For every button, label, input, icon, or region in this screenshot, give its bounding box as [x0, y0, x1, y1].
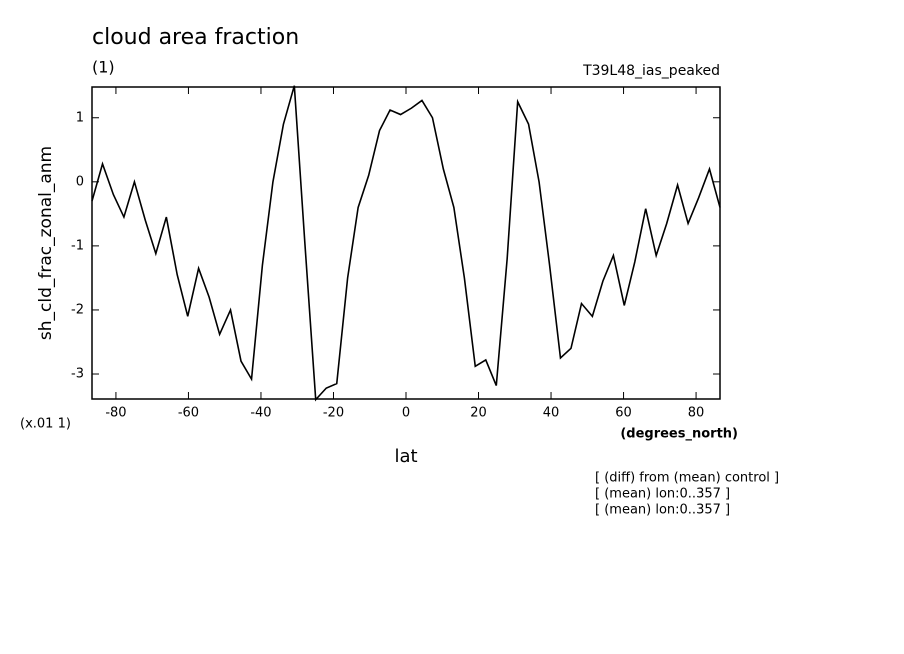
- note: [ (mean) lon:0..357 ]: [595, 503, 730, 518]
- x-tick-label: -20: [323, 406, 344, 421]
- experiment-label: T39L48_ias_peaked: [582, 63, 720, 79]
- data-line: [91, 85, 721, 402]
- x-tick-label: 40: [543, 406, 560, 421]
- x-tick-label: 0: [402, 406, 410, 421]
- x-axis-label: lat: [394, 446, 417, 467]
- y-tick-label: -1: [71, 238, 84, 253]
- x-tick-label: -80: [105, 406, 126, 421]
- y-tick-label: 1: [76, 110, 84, 125]
- chart-subtitle: (1): [92, 58, 115, 77]
- y-tick-label: 0: [76, 174, 84, 189]
- y-tick-label: -2: [71, 302, 84, 317]
- x-units: (degrees_north): [620, 427, 738, 442]
- x-tick-label: -60: [178, 406, 199, 421]
- note: [ (mean) lon:0..357 ]: [595, 487, 730, 502]
- plot-frame: [91, 86, 721, 400]
- x-tick-label: 60: [615, 406, 632, 421]
- y-scale-note: (x.01 1): [20, 417, 71, 432]
- y-tick-label: -3: [71, 367, 84, 382]
- x-tick-label: 80: [688, 406, 705, 421]
- x-tick-label: 20: [470, 406, 487, 421]
- x-tick-label: -40: [250, 406, 271, 421]
- note: [ (diff) from (mean) control ]: [595, 471, 779, 486]
- y-axis-label: sh_cld_frac_zonal_anm: [36, 146, 56, 340]
- chart-title: cloud area fraction: [92, 25, 299, 50]
